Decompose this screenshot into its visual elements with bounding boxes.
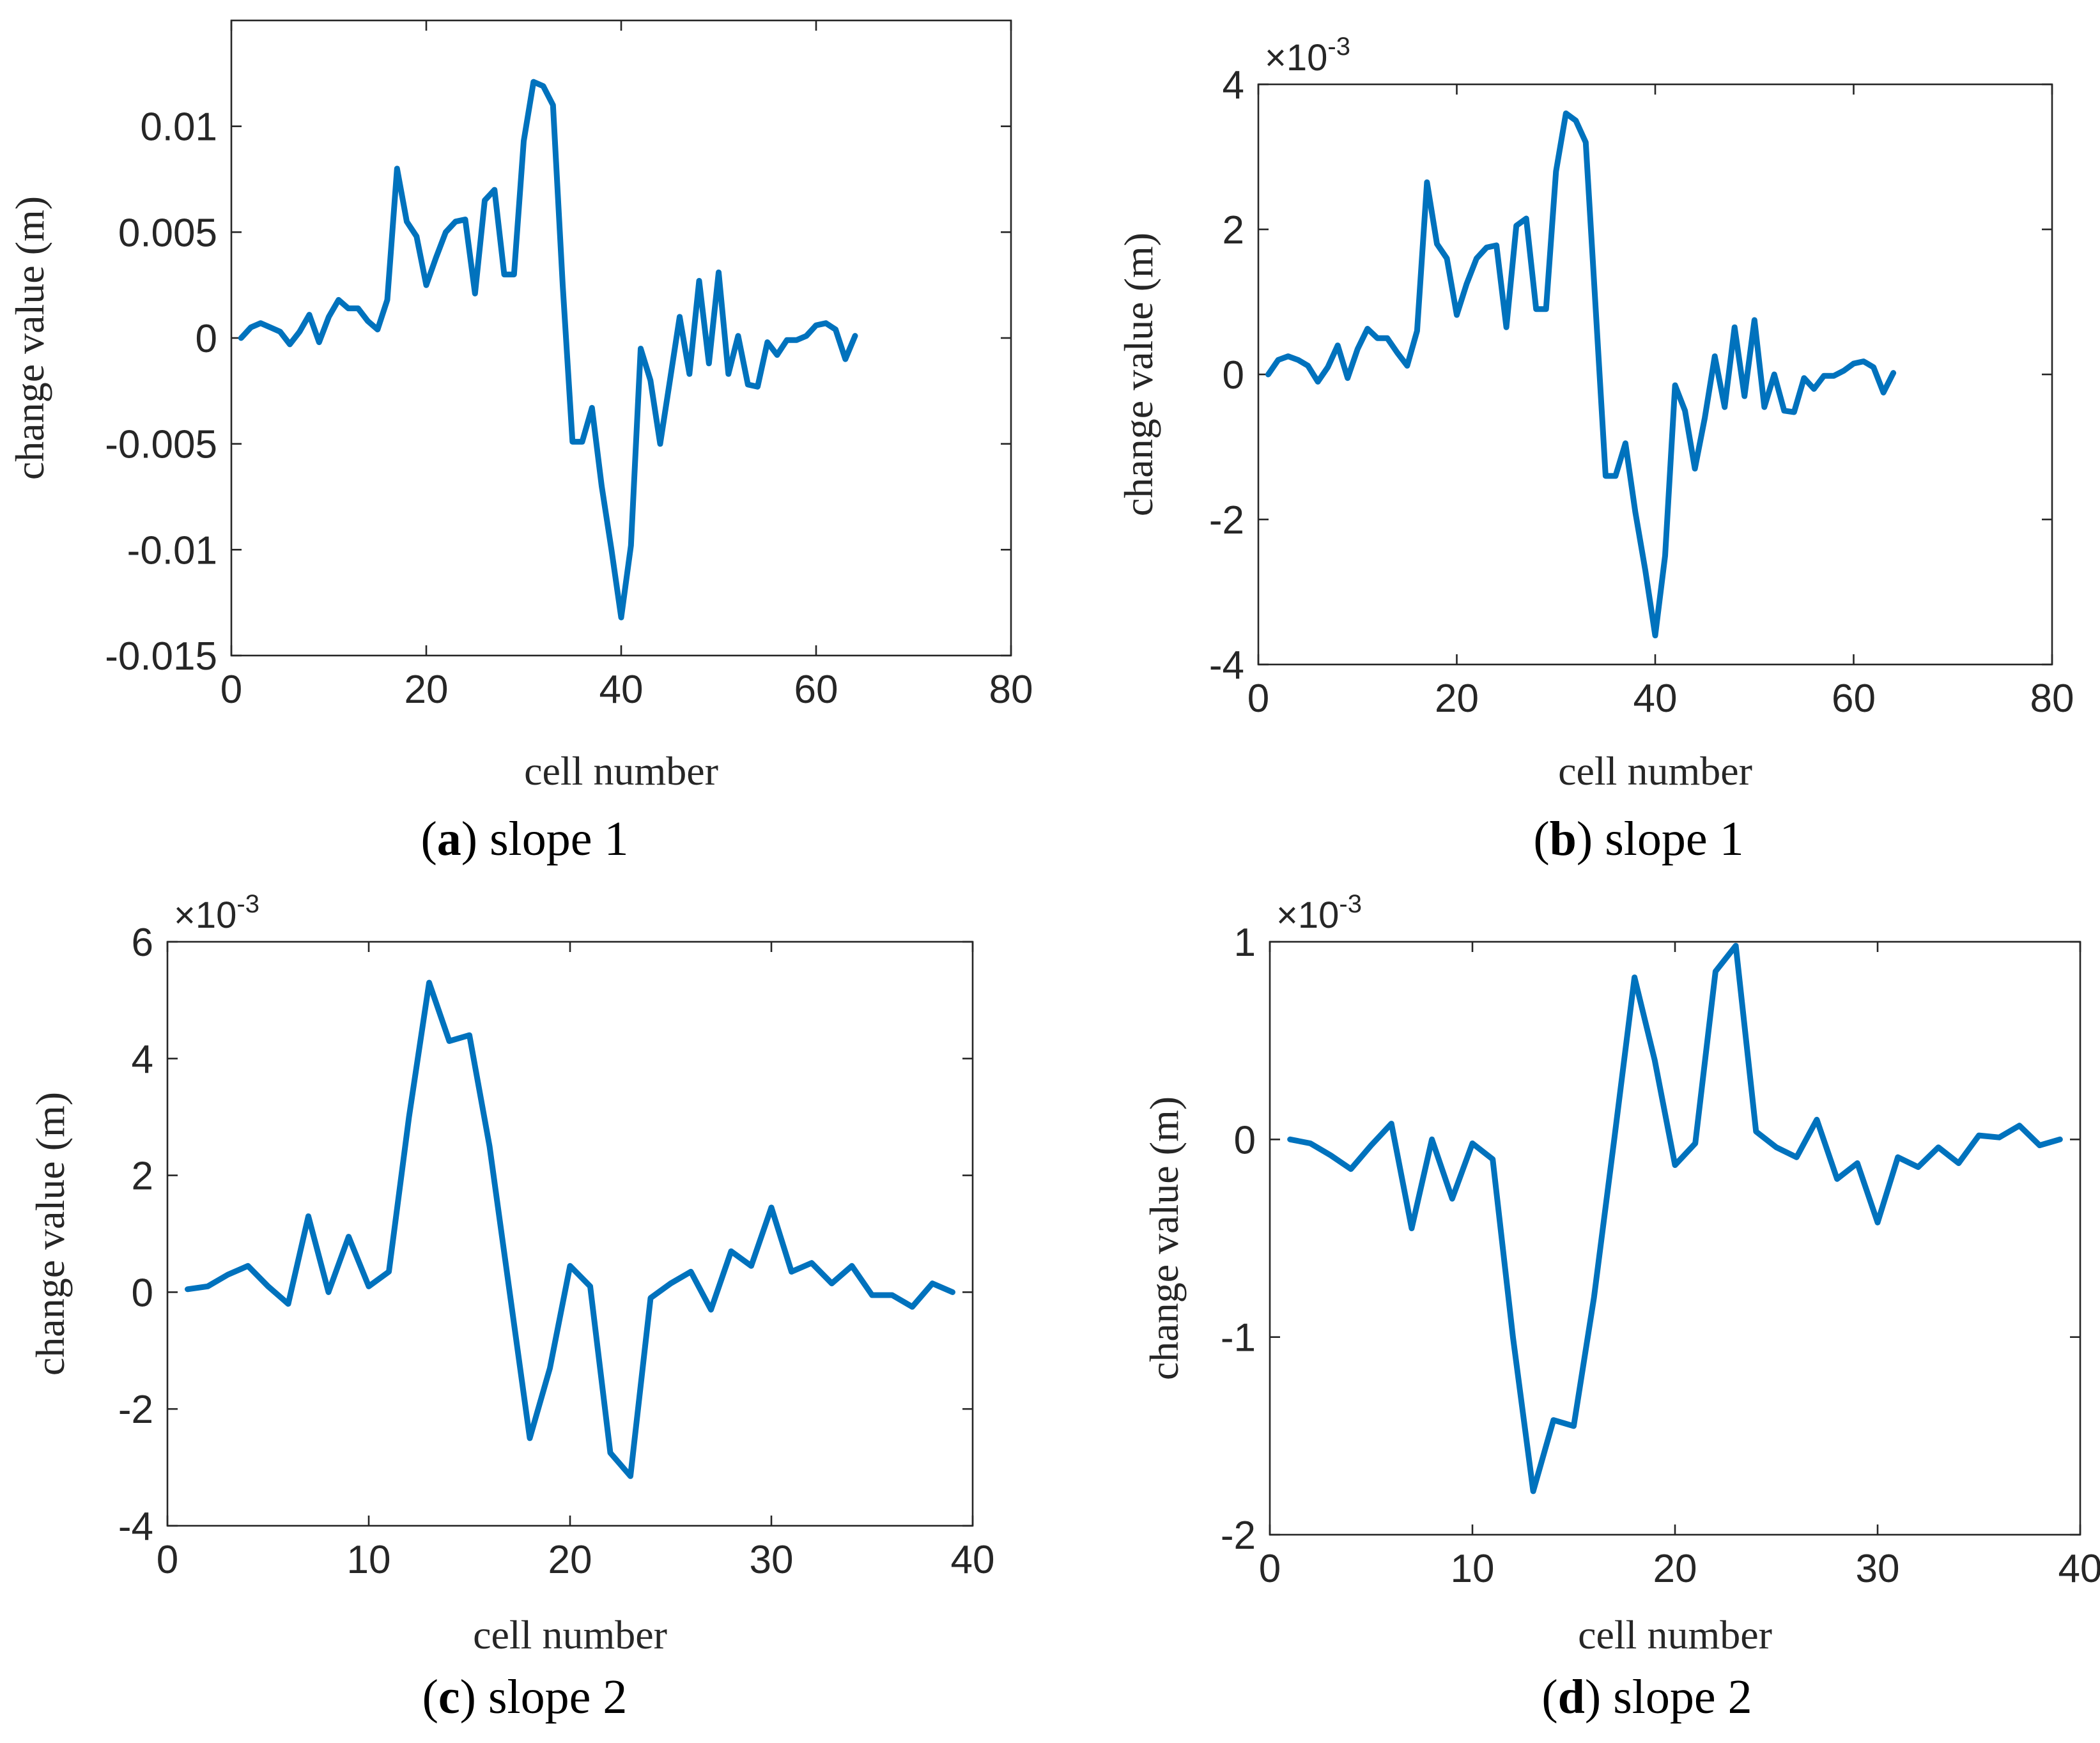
y-tick-label: 6	[132, 921, 153, 965]
y-tick-label: 1	[1234, 921, 1256, 965]
x-tick-label: 20	[1653, 1547, 1697, 1591]
axis-exponent-power: -3	[236, 890, 259, 918]
y-axis-title: change value (m)	[27, 1092, 73, 1376]
axes-frame	[166, 941, 974, 1527]
caption-letter: d	[1558, 1670, 1585, 1724]
x-tick-label: 60	[1832, 677, 1876, 721]
chart-panel-d: 0 10 20 30 40 -2 -1 0 1 ×10-3 cell number change va…	[1050, 872, 2100, 1743]
x-tick-label: 30	[1856, 1547, 1900, 1591]
panel-caption: (b) slope 1	[1533, 812, 1743, 866]
y-tick-label: 0.01	[140, 105, 217, 150]
x-tick-label: 0	[220, 668, 242, 712]
y-tick-label: -2	[1221, 1514, 1256, 1558]
axes-frame	[1269, 941, 2081, 1536]
axis-exponent: ×10-3	[1276, 890, 1362, 936]
y-axis-title: change value (m)	[1141, 1096, 1187, 1380]
y-axis-title: change value (m)	[1116, 233, 1161, 516]
x-tick-label: 0	[1259, 1547, 1281, 1591]
y-tick-label: 4	[132, 1038, 153, 1082]
y-tick-label: -1	[1221, 1316, 1256, 1360]
panel-caption: (a) slope 1	[421, 812, 628, 866]
axis-exponent: ×10-3	[1265, 33, 1350, 79]
y-tick-label: 0	[196, 317, 217, 361]
panel-caption: (d) slope 2	[1541, 1670, 1752, 1724]
y-tick-label: -0.01	[127, 528, 217, 572]
axes-frame	[230, 19, 1012, 657]
y-tick-label: -0.005	[105, 423, 217, 467]
axis-exponent: ×10-3	[174, 890, 259, 936]
caption-open: (	[422, 1670, 438, 1724]
data-series-line	[185, 979, 955, 1479]
caption-text: ) slope 1	[1577, 812, 1744, 866]
caption-letter: a	[437, 812, 461, 866]
chart-panel-b: 0 20 40 60 80 -4 -2 0 2 4 ×10-3 cell number change v…	[1050, 0, 2100, 872]
x-tick-label: 40	[951, 1538, 995, 1582]
y-tick-label: -2	[1209, 498, 1244, 542]
y-tick-label: -4	[1209, 643, 1244, 687]
y-tick-label: 0	[1234, 1118, 1256, 1162]
x-tick-label: 60	[794, 668, 838, 712]
x-tick-label: 20	[548, 1538, 592, 1582]
x-tick-label: 20	[1435, 677, 1479, 721]
data-series-line	[1287, 942, 2063, 1494]
x-tick-label: 0	[1247, 677, 1269, 721]
x-tick-label: 0	[157, 1538, 178, 1582]
chart-panel-c: 0 10 20 30 40 -4 -2 0 2 4 6 ×10-3 cell number change …	[0, 872, 1050, 1743]
caption-open: (	[1541, 1670, 1557, 1724]
axis-exponent-power: -3	[1339, 890, 1362, 918]
x-axis-title: cell number	[473, 1612, 667, 1657]
chart-c: 0 10 20 30 40 -4 -2 0 2 4 6 ×10-3 cell number change …	[27, 890, 995, 1724]
caption-text: ) slope 2	[1585, 1670, 1752, 1724]
chart-a: 0 20 40 60 80 -0.015 -0.01 -0.005 0 0.005 0.01 cell…	[7, 19, 1033, 866]
x-tick-label: 30	[750, 1538, 794, 1582]
y-tick-label: 0.005	[118, 211, 217, 255]
y-tick-label: -0.015	[105, 634, 217, 679]
x-tick-label: 40	[599, 668, 644, 712]
caption-open: (	[1533, 812, 1549, 866]
data-series-line	[1265, 110, 1897, 639]
x-tick-label: 40	[2058, 1547, 2100, 1591]
y-tick-label: 0	[132, 1271, 153, 1315]
y-axis-title: change value (m)	[7, 196, 52, 480]
data-series-line	[238, 79, 858, 620]
x-tick-label: 10	[1451, 1547, 1495, 1591]
caption-text: ) slope 1	[461, 812, 629, 866]
panel-caption: (c) slope 2	[422, 1670, 628, 1724]
caption-letter: b	[1550, 812, 1577, 866]
x-axis-title: cell number	[1558, 748, 1752, 794]
y-tick-label: 0	[1223, 353, 1244, 397]
y-tick-label: -2	[118, 1388, 153, 1432]
caption-letter: c	[438, 1670, 460, 1724]
y-tick-label: -4	[118, 1505, 153, 1549]
x-tick-label: 20	[405, 668, 449, 712]
x-tick-label: 10	[347, 1538, 391, 1582]
y-tick-label: 2	[1223, 208, 1244, 252]
caption-open: (	[421, 812, 436, 866]
y-tick-label: 4	[1223, 63, 1244, 107]
axis-exponent-power: -3	[1327, 33, 1350, 61]
chart-d: 0 10 20 30 40 -2 -1 0 1 ×10-3 cell number change va…	[1141, 890, 2100, 1724]
chart-panel-a: 0 20 40 60 80 -0.015 -0.01 -0.005 0 0.005 0.01 cell…	[0, 0, 1050, 872]
x-axis-title: cell number	[524, 748, 718, 794]
x-tick-label: 80	[989, 668, 1033, 712]
chart-b: 0 20 40 60 80 -4 -2 0 2 4 ×10-3 cell number change v…	[1116, 33, 2074, 866]
x-tick-label: 40	[1633, 677, 1678, 721]
y-tick-label: 2	[132, 1155, 153, 1199]
x-axis-title: cell number	[1578, 1612, 1772, 1657]
caption-text: ) slope 2	[460, 1670, 628, 1724]
x-tick-label: 80	[2030, 677, 2074, 721]
axes-frame	[1257, 83, 2053, 666]
